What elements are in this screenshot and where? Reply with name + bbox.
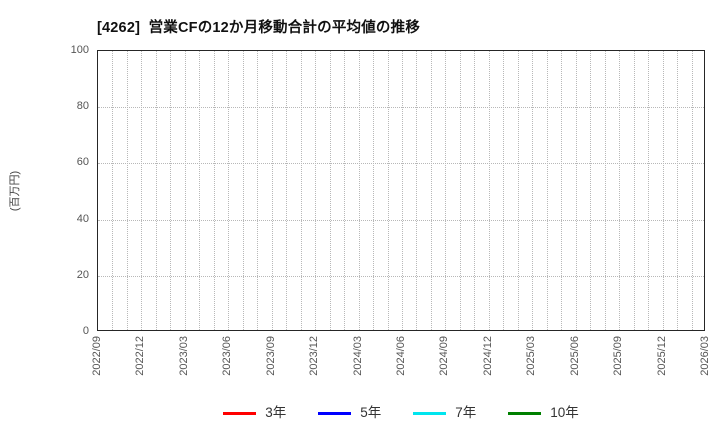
- gridline-vertical: [633, 51, 635, 330]
- x-tick-label: 2025/03: [525, 336, 538, 376]
- y-tick-label: 60: [76, 156, 89, 169]
- x-tick-label: 2025/06: [568, 336, 581, 376]
- gridline-vertical: [546, 51, 548, 330]
- legend-line-swatch: [413, 411, 447, 415]
- gridline-vertical: [619, 51, 621, 330]
- gridline-vertical: [416, 51, 418, 330]
- x-tick-label: 2024/12: [481, 336, 494, 376]
- gridline-vertical: [648, 51, 650, 330]
- gridline-vertical: [112, 51, 114, 330]
- legend-line-swatch: [508, 411, 542, 415]
- gridline-vertical: [344, 51, 346, 330]
- gridline-vertical: [474, 51, 476, 330]
- x-tick-label: 2025/12: [655, 336, 668, 376]
- legend-label: 5年: [360, 405, 382, 420]
- legend-label: 10年: [550, 405, 579, 420]
- gridline-vertical: [575, 51, 577, 330]
- y-tick-label: 100: [70, 44, 89, 56]
- gridline-vertical: [199, 51, 201, 330]
- x-tick-label: 2026/03: [699, 336, 711, 376]
- gridline-vertical: [184, 51, 186, 330]
- gridline-vertical: [126, 51, 128, 330]
- gridline-vertical: [213, 51, 215, 330]
- gridline-vertical: [170, 51, 172, 330]
- gridline-vertical: [315, 51, 317, 330]
- gridline-vertical: [141, 51, 143, 330]
- y-tick-label: 20: [76, 268, 89, 281]
- gridline-vertical: [387, 51, 389, 330]
- legend-line-swatch: [223, 411, 257, 415]
- gridline-vertical: [300, 51, 302, 330]
- legend-item: 7年: [413, 403, 476, 423]
- x-tick-label: 2023/12: [308, 336, 321, 376]
- gridline-horizontal: [98, 275, 704, 277]
- legend: 3年 5年 7年 10年: [97, 401, 705, 425]
- legend-label: 3年: [265, 405, 287, 420]
- x-tick-label: 2022/12: [134, 336, 147, 376]
- gridline-vertical: [257, 51, 259, 330]
- x-tick-label: 2024/09: [438, 336, 451, 376]
- legend-label: 7年: [455, 405, 477, 420]
- y-tick-label: 0: [82, 325, 89, 337]
- gridline-vertical: [532, 51, 534, 330]
- gridline-vertical: [373, 51, 375, 330]
- gridline-vertical: [358, 51, 360, 330]
- gridline-horizontal: [98, 107, 704, 109]
- x-tick-label: 2023/09: [264, 336, 277, 376]
- gridline-vertical: [488, 51, 490, 330]
- gridline-vertical: [662, 51, 664, 330]
- gridline-vertical: [561, 51, 563, 330]
- x-tick-label: 2024/06: [395, 336, 407, 376]
- gridline-vertical: [691, 51, 693, 330]
- legend-item: 5年: [318, 403, 381, 423]
- gridline-horizontal: [98, 163, 704, 165]
- x-tick-label: 2023/03: [177, 336, 190, 376]
- gridline-horizontal: [98, 219, 704, 221]
- y-axis-label: (百万円): [9, 170, 21, 211]
- y-tick-label: 80: [76, 100, 89, 113]
- gridline-vertical: [228, 51, 230, 330]
- x-tick-label: 2022/09: [91, 336, 103, 376]
- chart-title: [4262] 営業CFの12か月移動合計の平均値の推移: [97, 20, 421, 36]
- plot-area: [97, 50, 705, 331]
- gridline-vertical: [604, 51, 606, 330]
- gridline-vertical: [677, 51, 679, 330]
- gridline-vertical: [242, 51, 244, 330]
- gridline-vertical: [329, 51, 331, 330]
- legend-item: 10年: [508, 403, 579, 423]
- gridline-vertical: [402, 51, 403, 330]
- legend-item: 3年: [223, 403, 286, 423]
- x-tick-label: 2024/03: [351, 336, 364, 376]
- gridline-vertical: [271, 51, 273, 330]
- gridline-vertical: [286, 51, 288, 330]
- gridline-vertical: [430, 51, 432, 330]
- gridline-vertical: [517, 51, 519, 330]
- y-tick-label: 40: [76, 212, 89, 225]
- x-tick-label: 2025/09: [612, 336, 625, 376]
- gridline-vertical: [459, 51, 461, 330]
- legend-line-swatch: [318, 411, 352, 415]
- gridline-vertical: [445, 51, 447, 330]
- gridline-vertical: [590, 51, 592, 330]
- gridline-vertical: [503, 51, 505, 330]
- x-tick-label: 2023/06: [221, 336, 234, 376]
- gridline-vertical: [155, 51, 157, 330]
